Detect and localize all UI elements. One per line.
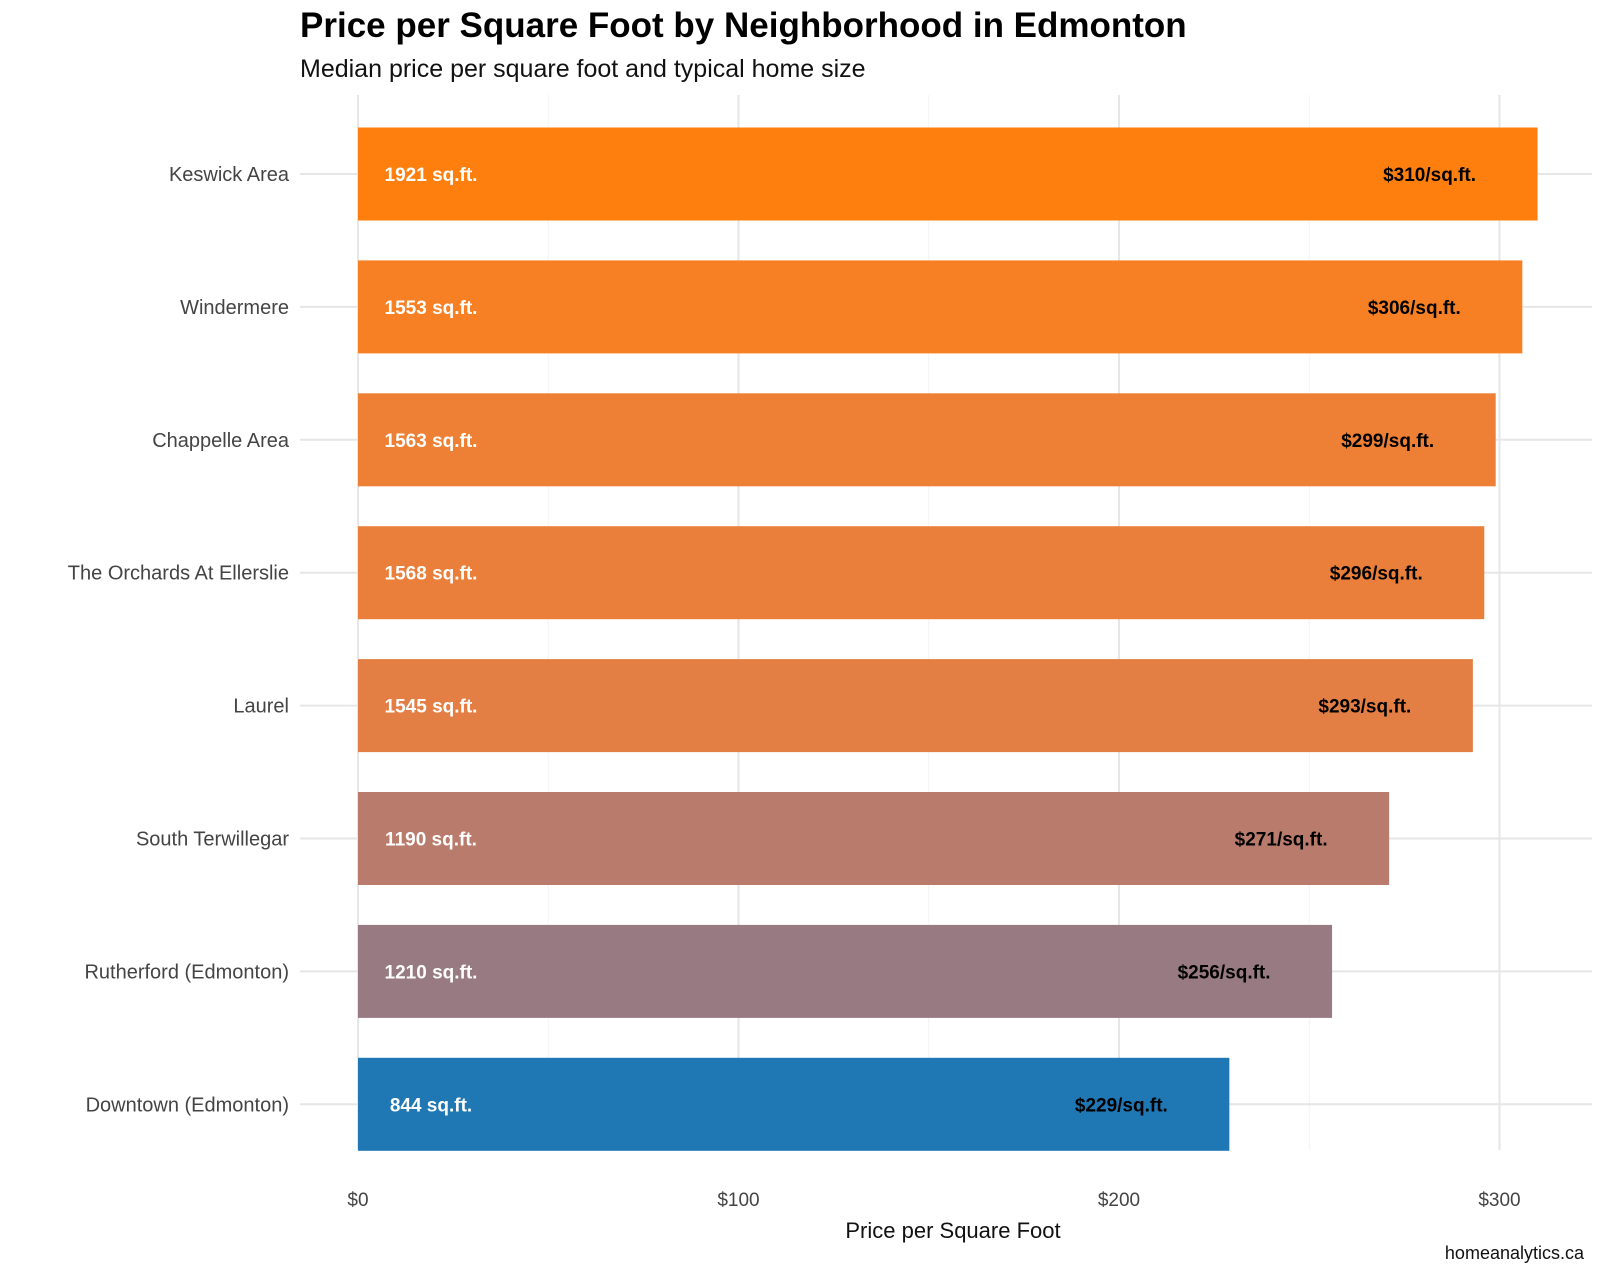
chart-caption: homeanalytics.ca <box>1444 1243 1584 1263</box>
home-size-label: 1921 sq.ft. <box>385 165 478 186</box>
x-tick-label: $300 <box>1478 1190 1520 1211</box>
category-label: Keswick Area <box>169 164 290 186</box>
labels: $0 $100 $200 $300 Keswick Area 1921 sq.ft. $31… <box>68 164 1521 1211</box>
price-label: $293/sq.ft. <box>1318 697 1411 718</box>
bar <box>358 127 1538 221</box>
home-size-label: 1210 sq.ft. <box>385 962 478 983</box>
bar <box>358 1057 1230 1151</box>
price-label: $271/sq.ft. <box>1235 830 1328 851</box>
category-label: South Terwillegar <box>136 829 289 851</box>
price-label: $256/sq.ft. <box>1178 962 1271 983</box>
price-label: $229/sq.ft. <box>1075 1095 1168 1116</box>
category-label: Laurel <box>233 696 289 718</box>
x-tick-label: $100 <box>717 1190 759 1211</box>
x-tick-label: $200 <box>1098 1190 1140 1211</box>
category-label: Rutherford (Edmonton) <box>84 961 289 983</box>
bar <box>358 924 1333 1018</box>
home-size-label: 1568 sq.ft. <box>385 564 478 585</box>
price-label: $299/sq.ft. <box>1341 431 1434 452</box>
chart-subtitle: Median price per square foot and typical… <box>300 55 866 83</box>
home-size-label: 1545 sq.ft. <box>385 697 478 718</box>
bar <box>358 659 1473 753</box>
home-size-label: 844 sq.ft. <box>390 1095 472 1116</box>
bars <box>358 127 1538 1151</box>
x-axis-title: Price per Square Foot <box>845 1218 1060 1243</box>
category-label: Downtown (Edmonton) <box>86 1094 289 1116</box>
category-label: Chappelle Area <box>152 430 290 452</box>
bar <box>358 260 1523 354</box>
x-tick-label: $0 <box>347 1190 368 1211</box>
bar <box>358 393 1496 487</box>
price-label: $296/sq.ft. <box>1330 564 1423 585</box>
price-label: $310/sq.ft. <box>1383 165 1476 186</box>
price-label: $306/sq.ft. <box>1368 298 1461 319</box>
chart-title: Price per Square Foot by Neighborhood in… <box>300 6 1187 45</box>
home-size-label: 1190 sq.ft. <box>385 830 477 851</box>
bar <box>358 526 1485 620</box>
bar <box>358 792 1390 885</box>
category-label: Windermere <box>180 297 289 319</box>
category-label: The Orchards At Ellerslie <box>68 563 289 585</box>
home-size-label: 1563 sq.ft. <box>385 431 478 452</box>
home-size-label: 1553 sq.ft. <box>385 298 478 319</box>
